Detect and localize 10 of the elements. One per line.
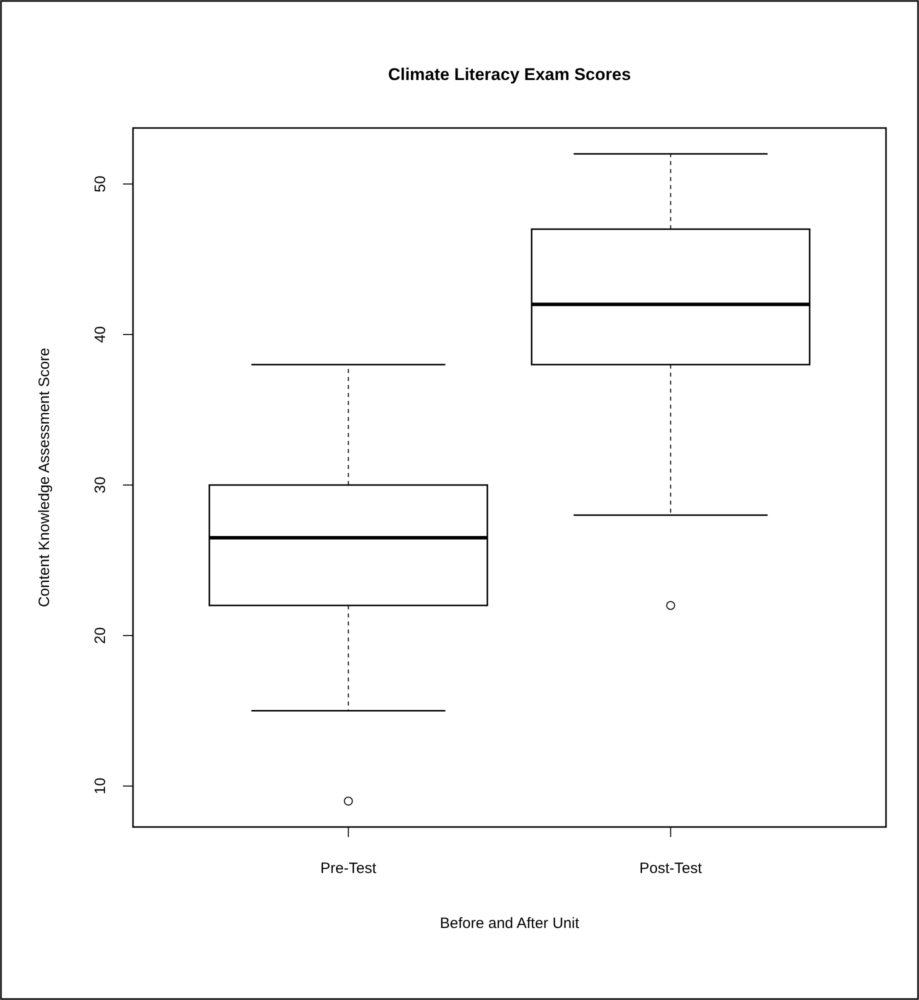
y-tick-label: 40 [92, 326, 109, 343]
y-axis-title: Content Knowledge Assessment Score [36, 348, 53, 608]
y-tick-label: 30 [92, 476, 109, 494]
chart-title: Climate Literacy Exam Scores [388, 65, 631, 84]
y-tick-label: 20 [92, 627, 109, 644]
x-axis-title: Before and After Unit [440, 915, 580, 932]
x-tick-label: Post-Test [639, 860, 703, 877]
y-tick-label: 10 [92, 778, 109, 794]
y-tick-label: 50 [92, 176, 109, 192]
x-tick-label: Pre-Test [320, 860, 378, 877]
